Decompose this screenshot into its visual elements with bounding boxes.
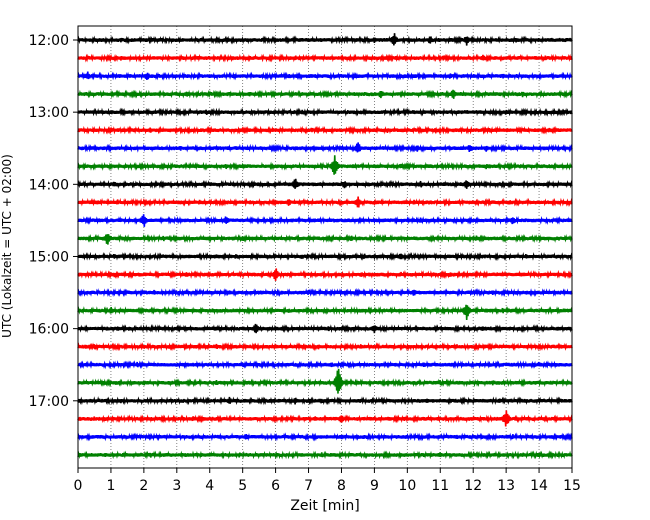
trace-1615 xyxy=(77,342,573,352)
trace-1200 xyxy=(77,33,573,46)
x-tick-label-10: 10 xyxy=(398,478,416,494)
trace-1630 xyxy=(77,360,573,370)
trace-1230 xyxy=(77,71,573,81)
x-tick-label-1: 1 xyxy=(106,478,115,494)
y-axis: 12:00 13:00 14:00 15:00 16:00 17:00 xyxy=(29,33,78,410)
trace-1545 xyxy=(77,304,573,321)
x-tick-label-2: 2 xyxy=(139,478,148,494)
y-tick-label-1300: 13:00 xyxy=(29,105,69,121)
trace-1345 xyxy=(77,155,573,175)
x-tick-label-5: 5 xyxy=(238,478,247,494)
y-tick-label-1200: 12:00 xyxy=(29,33,69,49)
trace-1400 xyxy=(77,178,573,190)
trace-1745 xyxy=(77,450,573,460)
x-tick-label-0: 0 xyxy=(74,478,83,494)
trace-1215 xyxy=(77,53,573,63)
x-tick-label-8: 8 xyxy=(337,478,346,494)
trace-1245 xyxy=(77,89,573,99)
trace-1415 xyxy=(77,196,573,208)
trace-1530 xyxy=(77,287,573,298)
x-tick-label-4: 4 xyxy=(205,478,214,494)
x-tick-label-3: 3 xyxy=(172,478,181,494)
trace-1600 xyxy=(77,323,573,334)
trace-1715 xyxy=(77,410,573,427)
x-tick-label-12: 12 xyxy=(464,478,482,494)
x-tick-label-13: 13 xyxy=(497,478,515,494)
trace-1645 xyxy=(77,368,573,394)
trace-1300 xyxy=(77,107,573,117)
trace-1330 xyxy=(77,142,573,153)
plot-frame xyxy=(77,25,573,469)
trace-1445 xyxy=(77,233,573,245)
trace-1730 xyxy=(77,432,573,442)
trace-group xyxy=(77,33,573,460)
y-tick-label-1400: 14:00 xyxy=(29,177,69,193)
x-tick-label-11: 11 xyxy=(431,478,449,494)
y-axis-label: UTC (Lokalzeit = UTC + 02:00) xyxy=(0,154,14,338)
x-axis-label: Zeit [min] xyxy=(290,498,359,514)
y-tick-label-1600: 16:00 xyxy=(29,322,69,338)
x-axis: 0 1 2 3 4 5 6 7 8 9 10 11 12 13 14 15 xyxy=(74,468,581,494)
y-tick-label-1500: 15:00 xyxy=(29,249,69,265)
x-tick-label-9: 9 xyxy=(370,478,379,494)
trace-1700 xyxy=(77,396,573,406)
trace-1500 xyxy=(77,251,573,262)
x-tick-label-15: 15 xyxy=(563,478,581,494)
y-tick-label-1700: 17:00 xyxy=(29,394,69,410)
x-tick-label-6: 6 xyxy=(271,478,280,494)
x-tick-label-7: 7 xyxy=(304,478,313,494)
trace-1430 xyxy=(77,214,573,227)
trace-1315 xyxy=(77,125,573,135)
x-tick-label-14: 14 xyxy=(530,478,548,494)
trace-1515 xyxy=(77,268,573,281)
